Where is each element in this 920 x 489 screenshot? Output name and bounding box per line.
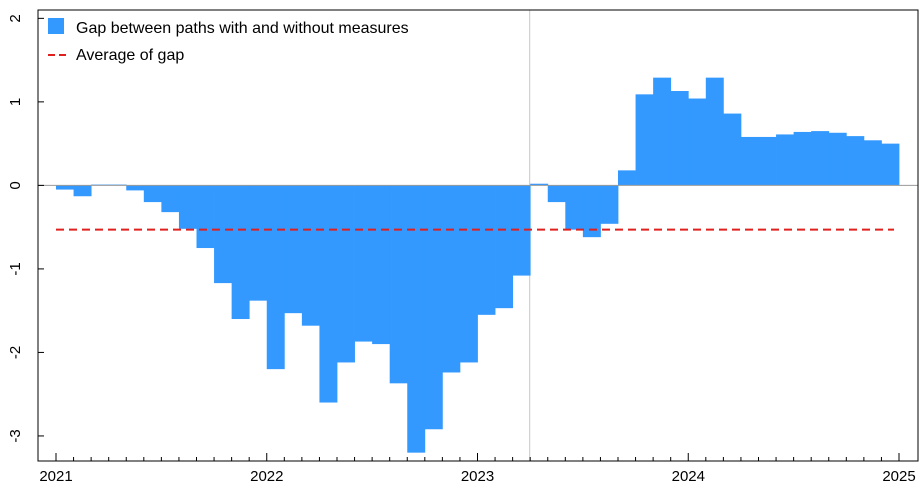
y-tick-label: -3 xyxy=(7,429,24,442)
bar-2023-04 xyxy=(530,183,549,186)
bar-2023-01 xyxy=(477,185,496,315)
bar-2023-02 xyxy=(495,185,514,309)
legend-bar-swatch xyxy=(48,18,64,34)
bar-2023-11 xyxy=(653,77,672,186)
bar-2022-03 xyxy=(301,185,320,326)
x-tick-label: 2025 xyxy=(882,468,915,485)
bar-2024-02 xyxy=(705,77,724,186)
bar-2024-10 xyxy=(846,136,865,186)
x-tick-label: 2021 xyxy=(39,468,72,485)
bar-2021-08 xyxy=(178,185,197,229)
bar-2024-04 xyxy=(740,136,759,186)
bar-2022-02 xyxy=(284,185,303,314)
bar-2023-09 xyxy=(618,170,636,186)
y-tick-label: 2 xyxy=(7,14,24,22)
bar-series xyxy=(56,77,900,453)
bar-2024-07 xyxy=(793,131,812,186)
bar-2022-09 xyxy=(407,185,426,453)
bar-2022-06 xyxy=(354,185,373,342)
bar-2023-06 xyxy=(565,185,584,230)
bar-2024-06 xyxy=(776,134,795,186)
bar-2024-12 xyxy=(881,143,900,186)
bar-2023-08 xyxy=(600,185,619,224)
y-axis: -3 -2 -1 0 1 2 xyxy=(7,14,44,443)
y-tick-label: -1 xyxy=(7,262,24,275)
bar-2021-01 xyxy=(56,185,74,190)
bar-2024-03 xyxy=(723,113,742,186)
x-tick-label: 2022 xyxy=(250,468,283,485)
y-tick-label: 1 xyxy=(7,98,24,106)
bar-2021-05 xyxy=(126,185,145,191)
bar-2023-12 xyxy=(670,91,689,186)
bar-2023-10 xyxy=(635,94,654,186)
bar-2022-05 xyxy=(337,185,355,363)
bar-2022-11 xyxy=(442,185,461,373)
bar-2024-09 xyxy=(828,132,847,186)
bar-2024-01 xyxy=(688,98,707,186)
bar-2024-11 xyxy=(863,140,882,186)
bar-2021-11 xyxy=(231,185,250,320)
bar-2023-05 xyxy=(547,185,566,203)
bar-2021-02 xyxy=(73,185,92,197)
bar-2022-12 xyxy=(459,185,478,363)
bar-2022-04 xyxy=(319,185,338,403)
legend-label-average: Average of gap xyxy=(76,47,184,64)
bar-2021-09 xyxy=(196,185,215,249)
bar-2024-05 xyxy=(758,136,777,186)
legend: Gap between paths with and without measu… xyxy=(48,18,409,64)
bar-2021-10 xyxy=(214,185,233,284)
bar-2022-01 xyxy=(266,185,285,370)
bar-2022-08 xyxy=(389,185,408,384)
bar-2021-12 xyxy=(249,185,268,301)
legend-label-gap: Gap between paths with and without measu… xyxy=(76,20,409,37)
bar-2023-03 xyxy=(512,185,531,276)
y-tick-label: 0 xyxy=(7,181,24,189)
x-tick-label: 2023 xyxy=(461,468,494,485)
bar-2021-06 xyxy=(143,185,162,203)
bar-2021-07 xyxy=(161,185,180,213)
x-tick-label: 2024 xyxy=(672,468,705,485)
y-tick-label: -2 xyxy=(7,346,24,359)
bar-2024-08 xyxy=(811,131,830,186)
bar-2022-07 xyxy=(372,185,391,345)
x-axis: 2021 2022 2023 2024 2025 xyxy=(39,453,916,485)
bar-2022-10 xyxy=(424,185,443,430)
bar-2023-07 xyxy=(582,185,601,238)
